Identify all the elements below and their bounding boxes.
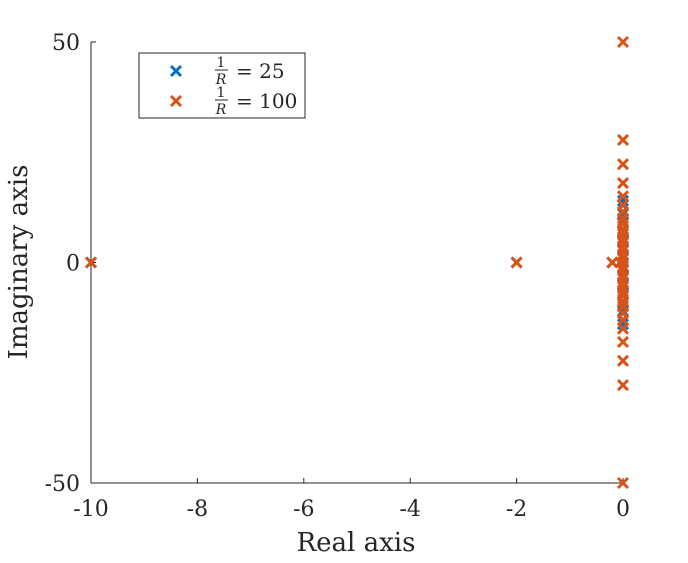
pole-marker [616,190,630,203]
pole-marker [616,304,630,318]
legend-fraction-denominator: R [215,72,227,88]
series-2 [84,35,630,490]
pole-marker [616,158,630,171]
legend-fraction-denominator: R [215,102,227,118]
pole-marker [616,207,630,221]
legend-box [138,52,306,119]
series-1 [84,194,630,331]
pole-marker [616,260,630,273]
pole-marker [84,256,98,269]
pole-marker [616,476,630,490]
pole-marker [616,227,630,240]
legend-fraction-numerator: 1 [217,85,226,101]
legend-marker [169,64,183,78]
x-tick-label: -10 [73,497,108,522]
y-axis-label: Imaginary axis [4,165,34,360]
y-tick-label: 0 [66,252,80,277]
x-tick-label: -8 [187,497,208,522]
data-markers [84,35,630,490]
pole-marker [510,256,523,269]
legend-fraction-numerator: 1 [217,55,226,71]
pole-marker [616,133,630,146]
pole-marker [616,35,630,49]
pole-marker [616,379,630,392]
y-tick-label: 50 [52,31,80,56]
pole-marker [616,194,630,207]
ticks: -10 -8 -6 -4 -2 0 -50 0 50 [45,31,630,522]
y-tick-label: -50 [45,472,80,497]
legend-entry-label: = 100 [236,89,297,113]
pole-marker [616,285,630,298]
x-tick-label: -2 [506,497,527,522]
x-tick-label: -6 [293,497,314,522]
x-tick-label: -4 [399,497,420,522]
legend-entry-label: = 25 [236,59,285,83]
pole-marker [616,354,630,367]
pole-marker [616,318,630,331]
pole-marker [616,177,630,190]
pole-marker [616,248,630,261]
pole-marker [616,322,630,335]
legend-marker [169,94,183,108]
x-tick-label: 0 [616,497,630,522]
pole-marker [616,335,630,348]
pole-marker [616,264,630,277]
x-axis-label: Real axis [297,528,416,558]
